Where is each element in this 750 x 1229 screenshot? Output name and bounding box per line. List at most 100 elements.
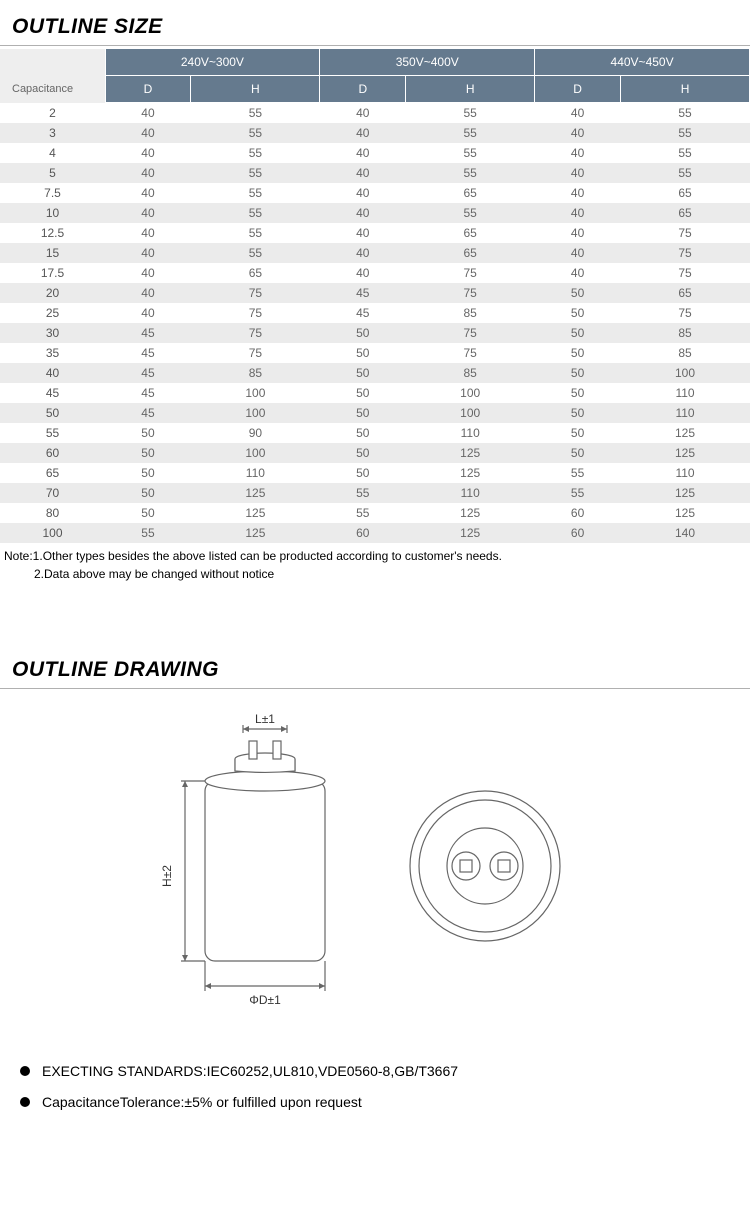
col-group-2: 440V~450V: [535, 49, 750, 76]
value-cell: 75: [191, 343, 320, 363]
notes-block: Note:1.Other types besides the above lis…: [0, 543, 750, 583]
value-cell: 40: [535, 103, 621, 124]
value-cell: 65: [406, 183, 535, 203]
value-cell: 40: [535, 183, 621, 203]
cap-cell: 15: [0, 243, 105, 263]
table-row: 70501255511055125: [0, 483, 750, 503]
value-cell: 50: [105, 443, 191, 463]
value-cell: 75: [191, 283, 320, 303]
cap-cell: 65: [0, 463, 105, 483]
value-cell: 125: [406, 443, 535, 463]
value-cell: 125: [406, 523, 535, 543]
sub-h-0: H: [191, 76, 320, 103]
value-cell: 75: [621, 303, 750, 323]
value-cell: 45: [105, 363, 191, 383]
table-row: 65501105012555110: [0, 463, 750, 483]
value-cell: 40: [105, 183, 191, 203]
note-1: Note:1.Other types besides the above lis…: [4, 547, 746, 565]
value-cell: 110: [191, 463, 320, 483]
value-cell: 40: [105, 283, 191, 303]
value-cell: 45: [105, 403, 191, 423]
cap-cell: 40: [0, 363, 105, 383]
value-cell: 110: [406, 423, 535, 443]
cap-cell: 7.5: [0, 183, 105, 203]
value-cell: 40: [105, 123, 191, 143]
value-cell: 40: [105, 243, 191, 263]
value-cell: 55: [406, 103, 535, 124]
col-group-1: 350V~400V: [320, 49, 535, 76]
value-cell: 40: [535, 243, 621, 263]
outline-size-table: 240V~300V 350V~400V 440V~450V Capacitanc…: [0, 48, 750, 543]
cap-cell: 17.5: [0, 263, 105, 283]
value-cell: 55: [406, 143, 535, 163]
value-cell: 55: [191, 203, 320, 223]
value-cell: 40: [105, 163, 191, 183]
table-row: 404585508550100: [0, 363, 750, 383]
value-cell: 50: [535, 363, 621, 383]
value-cell: 125: [621, 443, 750, 463]
value-cell: 55: [406, 203, 535, 223]
value-cell: 100: [191, 443, 320, 463]
value-cell: 45: [105, 343, 191, 363]
value-cell: 100: [406, 383, 535, 403]
value-cell: 45: [105, 383, 191, 403]
cap-cell: 12.5: [0, 223, 105, 243]
value-cell: 125: [621, 423, 750, 443]
value-cell: 50: [535, 403, 621, 423]
value-cell: 40: [105, 143, 191, 163]
value-cell: 40: [320, 203, 406, 223]
value-cell: 100: [406, 403, 535, 423]
value-cell: 40: [535, 263, 621, 283]
section-title-outline-drawing: OUTLINE DRAWING: [0, 643, 750, 689]
value-cell: 60: [320, 523, 406, 543]
table-row: 10405540554065: [0, 203, 750, 223]
cap-cell: 55: [0, 423, 105, 443]
sub-d-1: D: [320, 76, 406, 103]
value-cell: 50: [320, 463, 406, 483]
cap-cell: 30: [0, 323, 105, 343]
value-cell: 85: [406, 303, 535, 323]
table-row: 25407545855075: [0, 303, 750, 323]
table-row: 3405540554055: [0, 123, 750, 143]
value-cell: 60: [535, 523, 621, 543]
bullet-standards: EXECTING STANDARDS:IEC60252,UL810,VDE056…: [42, 1056, 458, 1087]
value-cell: 50: [320, 323, 406, 343]
cap-cell: 60: [0, 443, 105, 463]
value-cell: 50: [535, 423, 621, 443]
table-row: 20407545755065: [0, 283, 750, 303]
value-cell: 40: [320, 243, 406, 263]
value-cell: 125: [621, 483, 750, 503]
value-cell: 50: [320, 443, 406, 463]
value-cell: 85: [621, 323, 750, 343]
value-cell: 55: [621, 123, 750, 143]
value-cell: 85: [191, 363, 320, 383]
sub-h-1: H: [406, 76, 535, 103]
cap-cell: 100: [0, 523, 105, 543]
cap-cell: 2: [0, 103, 105, 124]
value-cell: 75: [191, 303, 320, 323]
value-cell: 55: [535, 483, 621, 503]
value-cell: 125: [621, 503, 750, 523]
table-row: 80501255512560125: [0, 503, 750, 523]
value-cell: 50: [535, 283, 621, 303]
value-cell: 75: [406, 263, 535, 283]
value-cell: 40: [535, 123, 621, 143]
cap-cell: 20: [0, 283, 105, 303]
value-cell: 55: [621, 143, 750, 163]
value-cell: 50: [320, 383, 406, 403]
table-row: 15405540654075: [0, 243, 750, 263]
value-cell: 50: [535, 343, 621, 363]
value-cell: 40: [320, 263, 406, 283]
cap-cell: 35: [0, 343, 105, 363]
value-cell: 140: [621, 523, 750, 543]
table-row: 30457550755085: [0, 323, 750, 343]
value-cell: 40: [320, 143, 406, 163]
value-cell: 55: [191, 163, 320, 183]
value-cell: 50: [105, 483, 191, 503]
value-cell: 55: [191, 223, 320, 243]
bullet-icon: [20, 1097, 30, 1107]
value-cell: 55: [406, 123, 535, 143]
value-cell: 75: [621, 263, 750, 283]
value-cell: 50: [320, 343, 406, 363]
table-row: 4405540554055: [0, 143, 750, 163]
